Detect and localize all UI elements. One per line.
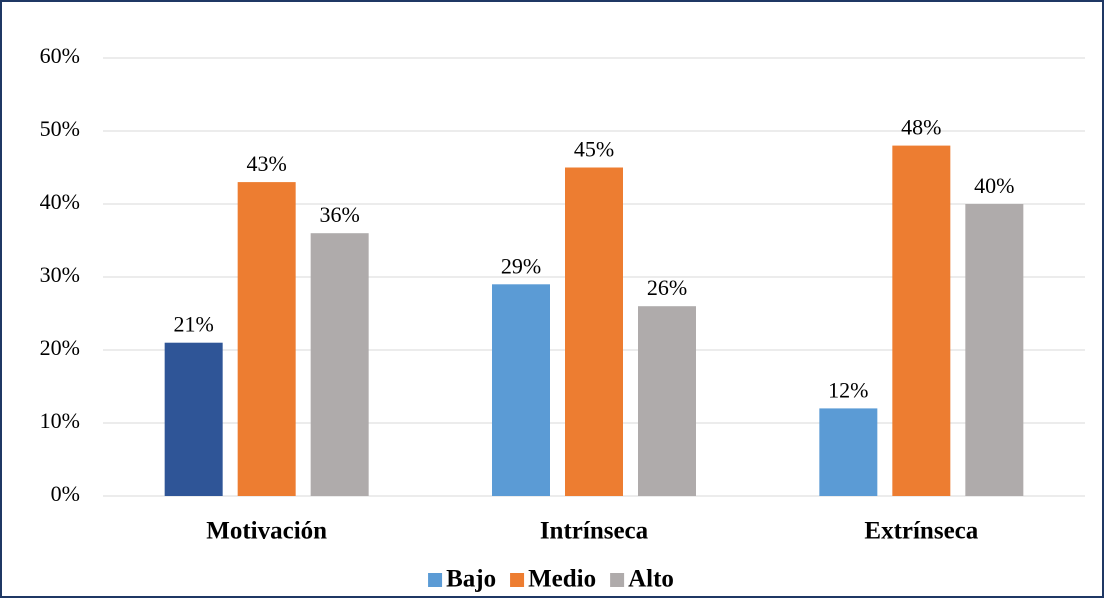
bar [164,342,223,496]
y-tick-label: 60% [40,43,80,68]
bar [237,182,296,496]
bar [492,284,550,496]
data-label: 21% [174,312,214,337]
legend-label: Alto [628,566,674,593]
bar [310,233,369,496]
y-tick-label: 30% [40,262,80,287]
data-label: 12% [828,377,868,402]
legend-swatch [428,573,443,587]
legend-label: Bajo [446,566,496,593]
data-label: 36% [320,202,360,227]
y-tick-label: 0% [51,481,80,506]
x-tick-label: Intrínseca [540,518,649,545]
x-tick-label: Extrínseca [864,518,978,545]
data-label: 43% [247,151,287,176]
legend-label: Medio [528,566,596,593]
bar [638,306,696,496]
x-tick-label: Motivación [206,518,327,545]
data-label: 29% [501,253,541,278]
y-tick-label: 40% [40,189,80,214]
data-label: 26% [647,275,687,300]
legend-swatch [610,573,625,587]
y-tick-label: 10% [40,408,80,433]
bar [965,204,1024,496]
data-label: 40% [974,173,1014,198]
data-label: 45% [574,137,614,162]
legend-swatch [510,573,525,587]
bar [892,145,951,496]
y-tick-label: 20% [40,335,80,360]
bar [565,167,623,496]
bar [819,408,878,496]
data-label: 48% [901,115,941,140]
y-tick-label: 50% [40,116,80,141]
